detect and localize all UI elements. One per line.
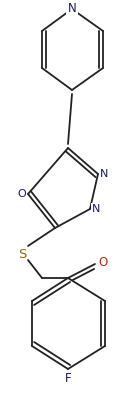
Text: F: F bbox=[65, 372, 71, 386]
Text: N: N bbox=[92, 204, 100, 214]
Text: S: S bbox=[18, 248, 26, 260]
Text: N: N bbox=[68, 2, 76, 15]
Text: O: O bbox=[17, 189, 26, 199]
Text: O: O bbox=[98, 255, 108, 268]
Text: N: N bbox=[100, 169, 108, 179]
